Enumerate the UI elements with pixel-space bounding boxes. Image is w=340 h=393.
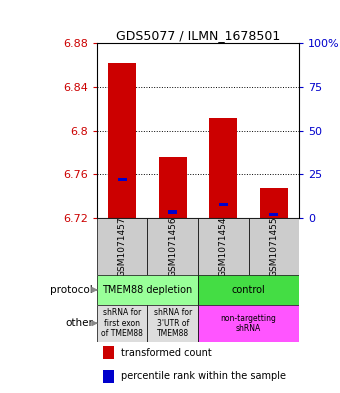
Text: protocol: protocol — [50, 285, 93, 295]
Text: non-targetting
shRNA: non-targetting shRNA — [221, 314, 276, 333]
Text: other: other — [65, 318, 93, 328]
Bar — [260, 187, 288, 218]
Bar — [97, 305, 148, 342]
Text: shRNA for
3'UTR of
TMEM88: shRNA for 3'UTR of TMEM88 — [154, 309, 192, 338]
Bar — [103, 347, 114, 359]
Bar — [159, 157, 187, 218]
Bar — [148, 218, 198, 275]
Text: percentile rank within the sample: percentile rank within the sample — [121, 371, 286, 381]
Text: shRNA for
first exon
of TMEM88: shRNA for first exon of TMEM88 — [101, 309, 143, 338]
Bar — [103, 370, 114, 383]
Bar — [118, 178, 127, 181]
Bar — [97, 275, 198, 305]
Bar — [209, 118, 237, 218]
Title: GDS5077 / ILMN_1678501: GDS5077 / ILMN_1678501 — [116, 29, 280, 42]
Text: GSM1071455: GSM1071455 — [269, 216, 278, 277]
Bar — [269, 213, 278, 216]
Bar — [249, 218, 299, 275]
Bar — [219, 203, 228, 206]
Bar — [108, 63, 136, 218]
Bar — [198, 305, 299, 342]
Bar — [97, 218, 148, 275]
Text: transformed count: transformed count — [121, 348, 212, 358]
Text: GSM1071454: GSM1071454 — [219, 217, 228, 277]
Bar — [198, 218, 249, 275]
Text: control: control — [232, 285, 266, 295]
Bar — [198, 275, 299, 305]
Text: TMEM88 depletion: TMEM88 depletion — [102, 285, 192, 295]
Bar — [148, 305, 198, 342]
Bar — [168, 211, 177, 214]
Text: GSM1071456: GSM1071456 — [168, 216, 177, 277]
Text: GSM1071457: GSM1071457 — [118, 216, 127, 277]
